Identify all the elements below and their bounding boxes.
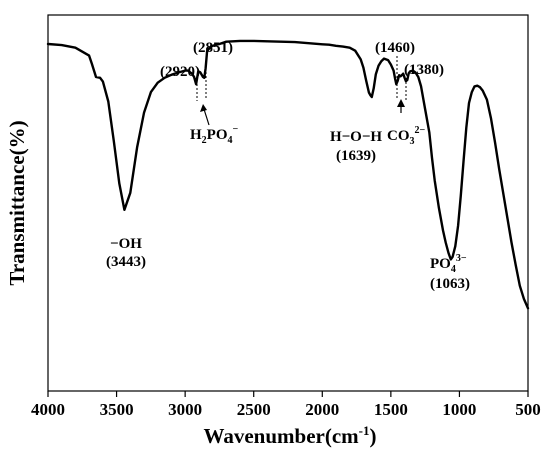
annotation-hoh-value: (1639) (336, 148, 376, 164)
annotation-2920: (2920) (160, 64, 200, 80)
plot-frame (47, 14, 529, 392)
x-tick-label: 3500 (100, 400, 134, 419)
annotation-1380: (1380) (404, 62, 444, 78)
x-tick-label: 1500 (374, 400, 408, 419)
y-axis-label: Transmittance(%) (5, 120, 29, 285)
annotation-1460: (1460) (375, 40, 415, 56)
annotation-h2po4: H2PO4− (190, 124, 239, 146)
x-axis-label: Wavenumber(cm-1) (204, 423, 377, 448)
annotation-po4-label: PO43− (430, 253, 467, 275)
arrowhead-h2po4 (200, 104, 207, 112)
x-tick-label: 2500 (237, 400, 271, 419)
x-tick-label: 2000 (305, 400, 339, 419)
annotation-oh-label: −OH (110, 236, 142, 252)
x-tick-label: 500 (515, 400, 541, 419)
annotation-hoh-label: H−O−H (330, 129, 382, 145)
annotation-po4-value: (1063) (430, 276, 470, 292)
annotation-2851: (2851) (193, 40, 233, 56)
arrowhead-co3 (397, 99, 405, 107)
x-tick-label: 4000 (31, 400, 65, 419)
x-tick-label: 1000 (442, 400, 476, 419)
spectrum-line (46, 39, 530, 310)
annotation-co3: CO32− (387, 125, 426, 147)
annotation-oh-value: (3443) (106, 254, 146, 270)
x-tick-label: 3000 (168, 400, 202, 419)
x-axis-ticks: 4000 3500 3000 2500 2000 1500 1000 500 (31, 391, 541, 419)
